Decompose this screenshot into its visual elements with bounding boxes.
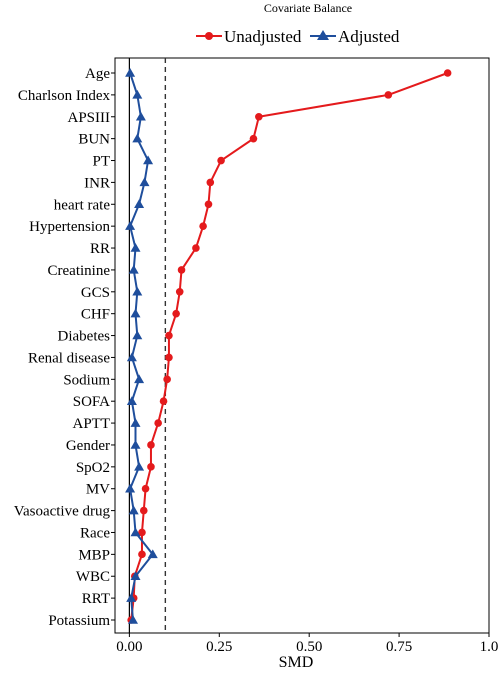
y-tick-label: Hypertension xyxy=(29,219,110,235)
series-unadjusted-point xyxy=(206,178,215,187)
series-adjusted-point xyxy=(139,177,150,187)
series-unadjusted-point xyxy=(154,419,162,427)
x-tick-label: 0.00 xyxy=(116,639,142,655)
y-tick-label: PT xyxy=(92,154,110,170)
series-adjusted-point xyxy=(128,505,139,515)
series-unadjusted-point xyxy=(159,397,168,406)
series-unadjusted-point xyxy=(384,91,393,99)
series-adjusted-point xyxy=(134,199,145,209)
y-tick-label: Vasoactive drug xyxy=(14,504,111,520)
series-adjusted-point xyxy=(125,483,136,493)
series-adjusted-point xyxy=(135,111,146,121)
legend-adjusted-label: Adjusted xyxy=(338,27,400,46)
x-tick-label: 0.25 xyxy=(206,639,232,655)
series-adjusted-point xyxy=(130,308,141,318)
x-axis: 0.00 0.25 0.50 0.75 1.0 xyxy=(116,633,498,655)
series-unadjusted-point xyxy=(138,550,146,559)
y-tick-label: CHF xyxy=(81,307,110,323)
plot-frame xyxy=(114,57,490,634)
y-tick-label: APTT xyxy=(73,416,111,432)
series-adjusted-point xyxy=(130,527,141,537)
series-adjusted-point xyxy=(147,549,158,559)
series-adjusted-point xyxy=(132,286,143,296)
y-tick-label: BUN xyxy=(78,132,110,148)
x-tick-label: 1.0 xyxy=(480,639,498,655)
series-unadjusted-point xyxy=(165,331,173,340)
y-tick-label: Renal disease xyxy=(28,350,110,366)
series-adjusted-point xyxy=(127,615,138,624)
legend: Unadjusted Adjusted xyxy=(196,27,400,46)
series-adjusted-point xyxy=(132,330,143,340)
y-tick-label: Charlson Index xyxy=(18,88,111,104)
series-adjusted-point xyxy=(128,264,139,274)
y-tick-label: RRT xyxy=(82,591,110,607)
series-unadjusted-point xyxy=(192,244,200,252)
series-unadjusted-point xyxy=(147,463,155,471)
series-adjusted-point xyxy=(126,396,137,405)
series-unadjusted-point xyxy=(165,353,173,362)
series-adjusted-point xyxy=(134,461,145,471)
series-unadjusted-point xyxy=(177,266,186,274)
series-adjusted-point xyxy=(132,89,143,99)
series-unadjusted-point xyxy=(204,200,213,209)
series-adjusted-point xyxy=(130,243,141,252)
series-unadjusted-point xyxy=(163,375,171,384)
x-axis-title: SMD xyxy=(279,654,314,671)
y-tick-label: heart rate xyxy=(54,197,111,213)
series-adjusted-point xyxy=(130,439,141,449)
y-tick-label: MV xyxy=(86,482,110,498)
chart-title: Covariate Balance xyxy=(264,1,352,15)
series-adjusted-point xyxy=(126,352,137,362)
series-unadjusted-point xyxy=(172,309,180,318)
series-unadjusted-point xyxy=(249,134,258,143)
series-adjusted-point xyxy=(130,418,141,427)
series-unadjusted-point xyxy=(175,288,184,296)
legend-adjusted-marker xyxy=(317,30,329,40)
series-adjusted-point xyxy=(134,374,145,384)
x-tick-label: 0.50 xyxy=(296,639,322,655)
series-unadjusted-point xyxy=(147,441,155,449)
y-tick-label: GCS xyxy=(81,285,110,301)
series-unadjusted-point xyxy=(255,112,263,121)
series-unadjusted-point xyxy=(199,222,207,230)
series-unadjusted-point xyxy=(443,69,452,77)
series-adjusted-point xyxy=(132,133,143,143)
chart-marks xyxy=(125,58,452,633)
y-tick-label: SOFA xyxy=(73,394,110,410)
series-adjusted-point xyxy=(143,155,154,165)
x-tick-label: 0.75 xyxy=(386,639,412,655)
y-tick-label: WBC xyxy=(76,569,110,585)
series-unadjusted-point xyxy=(139,506,148,515)
series-adjusted-point xyxy=(125,68,136,77)
y-tick-label: RR xyxy=(90,241,110,257)
y-tick-label: INR xyxy=(84,175,110,191)
y-tick-label: Race xyxy=(80,525,110,541)
series-unadjusted-line xyxy=(130,72,448,621)
series-adjusted-point xyxy=(126,593,137,602)
y-tick-label: Potassium xyxy=(48,613,110,629)
series-adjusted-point xyxy=(130,571,141,580)
y-tick-label: SpO2 xyxy=(76,460,110,476)
y-tick-label: APSIII xyxy=(67,110,110,126)
legend-unadjusted-label: Unadjusted xyxy=(224,27,302,46)
y-tick-label: Gender xyxy=(66,438,110,454)
legend-unadjusted-marker xyxy=(205,32,213,40)
y-tick-label: Diabetes xyxy=(58,329,111,345)
y-tick-label: Age xyxy=(85,66,110,82)
series-unadjusted-point xyxy=(141,484,150,493)
series-unadjusted-point xyxy=(217,156,225,165)
y-tick-label: MBP xyxy=(78,547,110,563)
series-unadjusted-point xyxy=(138,528,146,537)
y-tick-label: Sodium xyxy=(63,372,110,388)
y-tick-label: Creatinine xyxy=(48,263,111,279)
series-adjusted-point xyxy=(125,221,136,230)
y-axis: Age Charlson Index APSIII BUN PT INR heart rat… xyxy=(14,66,115,629)
